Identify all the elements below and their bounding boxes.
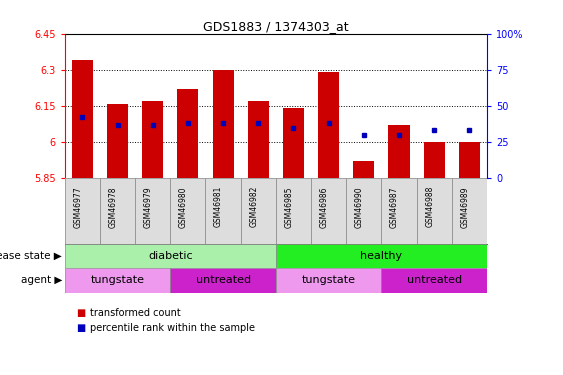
Bar <box>171 178 205 244</box>
Bar <box>213 70 234 178</box>
Text: agent ▶: agent ▶ <box>21 275 62 285</box>
Bar <box>171 268 276 292</box>
Text: GSM46988: GSM46988 <box>425 186 434 227</box>
Bar <box>346 178 382 244</box>
Bar <box>276 244 487 268</box>
Bar <box>65 268 171 292</box>
Text: ■: ■ <box>76 323 85 333</box>
Bar <box>283 108 304 178</box>
Text: untreated: untreated <box>195 275 251 285</box>
Bar <box>276 268 382 292</box>
Bar <box>241 178 276 244</box>
Text: diabetic: diabetic <box>148 251 193 261</box>
Bar <box>417 178 452 244</box>
Bar <box>423 142 445 178</box>
Bar <box>382 268 487 292</box>
Text: GSM46979: GSM46979 <box>144 186 153 228</box>
Bar <box>65 178 100 244</box>
Text: GSM46981: GSM46981 <box>214 186 223 227</box>
Bar <box>107 104 128 178</box>
Text: tungstate: tungstate <box>302 275 356 285</box>
Bar <box>459 142 480 178</box>
Title: GDS1883 / 1374303_at: GDS1883 / 1374303_at <box>203 20 348 33</box>
Text: ■: ■ <box>76 308 85 318</box>
Text: GSM46990: GSM46990 <box>355 186 364 228</box>
Text: GSM46977: GSM46977 <box>73 186 82 228</box>
Bar <box>388 125 410 178</box>
Text: GSM46985: GSM46985 <box>284 186 293 228</box>
Text: disease state ▶: disease state ▶ <box>0 251 62 261</box>
Bar <box>177 89 199 178</box>
Bar <box>276 178 311 244</box>
Bar <box>311 178 346 244</box>
Bar <box>65 244 276 268</box>
Bar <box>72 60 93 178</box>
Text: GSM46978: GSM46978 <box>109 186 118 228</box>
Bar <box>135 178 171 244</box>
Bar <box>142 101 163 178</box>
Bar <box>248 101 269 178</box>
Text: tungstate: tungstate <box>91 275 145 285</box>
Text: GSM46982: GSM46982 <box>249 186 258 227</box>
Text: untreated: untreated <box>406 275 462 285</box>
Text: transformed count: transformed count <box>90 308 181 318</box>
Bar <box>452 178 487 244</box>
Bar <box>205 178 241 244</box>
Text: GSM46986: GSM46986 <box>320 186 329 228</box>
Bar <box>318 72 339 178</box>
Bar <box>382 178 417 244</box>
Bar <box>100 178 135 244</box>
Bar <box>354 161 374 178</box>
Text: GSM46989: GSM46989 <box>461 186 470 228</box>
Text: percentile rank within the sample: percentile rank within the sample <box>90 323 255 333</box>
Text: healthy: healthy <box>360 251 403 261</box>
Text: GSM46980: GSM46980 <box>179 186 188 228</box>
Text: GSM46987: GSM46987 <box>390 186 399 228</box>
